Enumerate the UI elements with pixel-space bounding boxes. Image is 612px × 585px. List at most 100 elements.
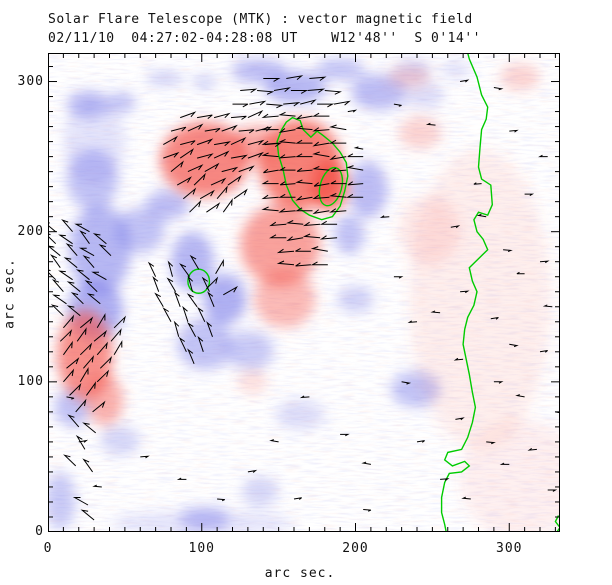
- vector-arrow: [278, 111, 296, 117]
- vector-arrow: [65, 243, 78, 257]
- vector-arrow: [179, 263, 190, 277]
- vector-arrow: [186, 293, 198, 308]
- plot-area: [48, 53, 560, 532]
- y-axis-label: arc sec.: [2, 258, 18, 329]
- vector-arrow: [278, 208, 296, 213]
- vector-arrow: [310, 246, 328, 252]
- vector-arrow: [333, 100, 351, 106]
- vector-arrow: [353, 146, 364, 150]
- vector-arrow: [63, 257, 78, 269]
- negative-blob: [48, 471, 76, 529]
- vector-arrow: [313, 182, 330, 187]
- vector-arrow: [312, 165, 330, 171]
- vector-arrow: [307, 88, 326, 93]
- positive-blob: [460, 419, 560, 532]
- negative-blob: [315, 59, 365, 81]
- vector-arrow: [63, 454, 77, 467]
- vector-arrow: [329, 124, 347, 131]
- figure-title: Solar Flare Telescope (MTK) : vector mag…: [48, 12, 473, 27]
- vector-arrow: [295, 139, 313, 144]
- vector-arrow: [473, 182, 482, 185]
- vector-arrow: [302, 221, 321, 227]
- vector-arrow: [78, 247, 95, 257]
- vector-arrow: [70, 292, 84, 305]
- x-tick-label: 100: [188, 541, 215, 556]
- vector-arrow: [176, 477, 187, 480]
- neutral-line-contour: [440, 53, 494, 532]
- negative-blob: [63, 99, 125, 184]
- vector-arrow: [83, 355, 95, 369]
- negative-blob: [264, 71, 327, 105]
- vector-arrow: [393, 103, 402, 107]
- vector-arrow: [379, 215, 390, 218]
- vector-arrow: [538, 154, 548, 158]
- negative-polarity-blobs: [48, 59, 471, 532]
- vector-arrow: [58, 234, 73, 245]
- vector-arrow: [312, 141, 330, 147]
- vector-arrow: [92, 233, 107, 245]
- small-field-contour: [187, 268, 211, 294]
- vector-arrow: [52, 294, 67, 305]
- vector-arrow: [261, 152, 279, 158]
- vector-arrow: [75, 269, 90, 281]
- vector-arrow: [210, 177, 227, 186]
- vector-arrow: [63, 368, 75, 383]
- y-tick-label: 100: [17, 373, 44, 389]
- negative-blob: [107, 92, 136, 114]
- vector-arrow: [286, 236, 304, 242]
- vector-arrow: [493, 87, 504, 91]
- vector-arrow: [340, 433, 350, 437]
- vector-arrow: [269, 439, 279, 443]
- vector-arrow: [295, 247, 311, 252]
- positive-blob: [500, 63, 541, 91]
- vector-arrow: [189, 199, 202, 213]
- vector-arrow: [278, 154, 296, 159]
- vector-arrow: [476, 213, 487, 218]
- vector-arrow: [347, 109, 358, 113]
- vector-arrow: [330, 180, 347, 185]
- vector-arrow: [461, 496, 471, 500]
- vector-arrow: [176, 176, 192, 186]
- vector-arrow: [178, 336, 187, 353]
- vector-arrow: [329, 139, 347, 144]
- vector-arrow: [539, 350, 548, 353]
- vector-arrow: [98, 244, 112, 257]
- vector-arrow: [230, 154, 248, 160]
- vector-arrow: [72, 497, 89, 506]
- vector-arrow: [51, 279, 64, 293]
- negative-blob: [146, 189, 190, 220]
- vector-arrow: [361, 461, 371, 465]
- vector-arrow: [329, 208, 347, 213]
- vector-arrow: [509, 343, 519, 348]
- vector-arrow: [247, 151, 264, 159]
- vector-arrow: [76, 327, 87, 342]
- vector-arrow: [247, 469, 258, 473]
- vector-arrow: [276, 260, 295, 266]
- vector-arrow: [283, 102, 301, 107]
- negative-blob: [241, 476, 279, 507]
- vector-arrow: [295, 179, 313, 185]
- vector-arrow: [425, 122, 436, 126]
- vector-arrow: [78, 439, 89, 443]
- vector-arrow: [299, 395, 310, 399]
- vector-arrow: [79, 342, 93, 356]
- negative-blob: [337, 285, 374, 313]
- vector-arrow: [75, 435, 86, 450]
- negative-blob: [404, 81, 445, 109]
- vector-arrow: [401, 381, 412, 385]
- vector-arrow: [213, 150, 230, 159]
- vector-arrow: [180, 111, 197, 119]
- vector-arrow: [295, 125, 313, 131]
- vector-arrow: [187, 348, 195, 364]
- vector-arrow: [324, 90, 342, 95]
- vector-arrow: [163, 151, 180, 159]
- vector-arrow: [182, 305, 189, 322]
- vector-arrow: [319, 220, 338, 225]
- vector-arrow: [247, 109, 264, 119]
- vector-arrow: [199, 189, 215, 200]
- vector-arrow: [92, 484, 102, 488]
- vector-arrow: [230, 136, 247, 146]
- vector-arrow: [66, 305, 81, 317]
- vector-arrow: [261, 113, 279, 119]
- vector-arrow: [278, 166, 296, 171]
